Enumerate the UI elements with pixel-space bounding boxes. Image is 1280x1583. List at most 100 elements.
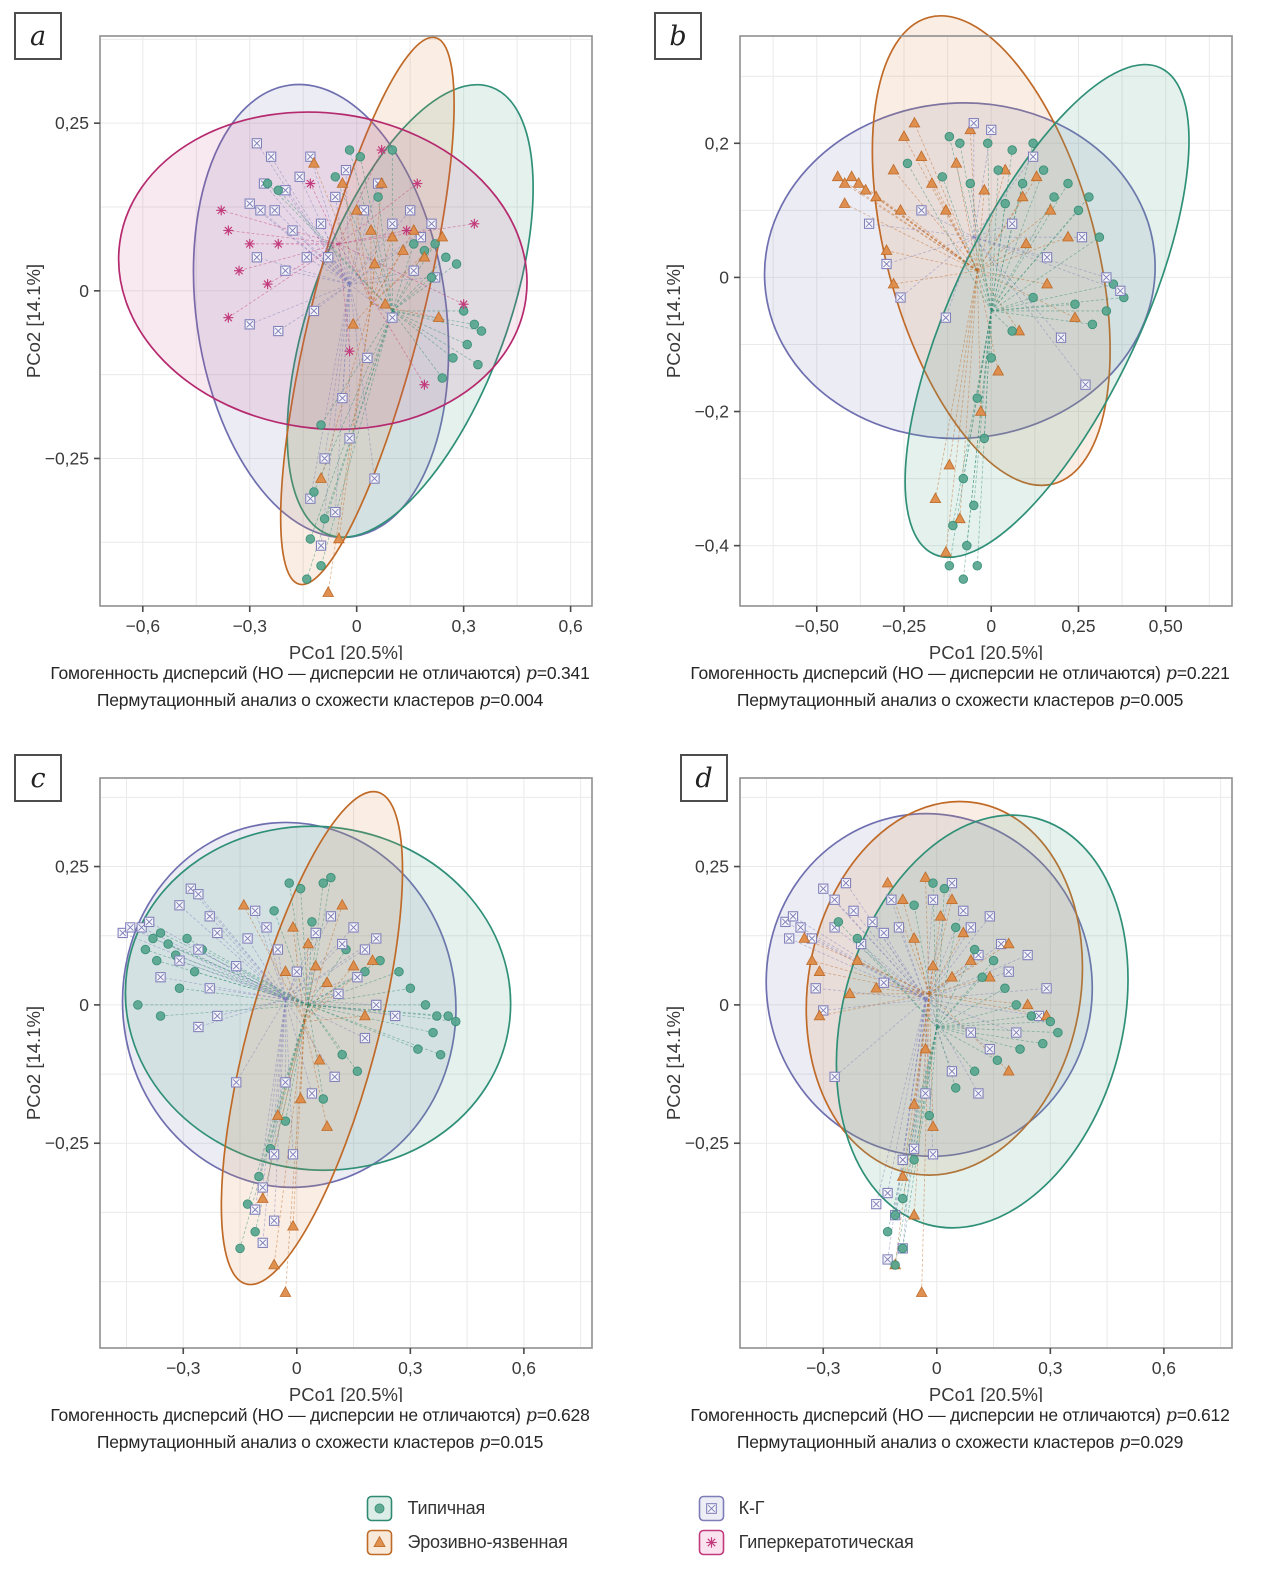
caption-permutation: Пермутационный анализ о схожести кластер…: [0, 687, 640, 714]
ellipse-hyper: [117, 111, 528, 431]
panel-a-captions: Гомогенность дисперсий (НО — дисперсии н…: [0, 660, 640, 714]
svg-text:−0,3: −0,3: [806, 1358, 841, 1378]
svg-text:−0,6: −0,6: [126, 616, 161, 636]
p-symbol: p: [1119, 1433, 1131, 1453]
points-kg: [244, 138, 441, 551]
svg-text:0: 0: [79, 995, 89, 1015]
p-value: =0.015: [490, 1432, 544, 1452]
svg-text:−0,25: −0,25: [45, 448, 89, 468]
caption-text: Гомогенность дисперсий (НО — дисперсии н…: [50, 663, 521, 683]
panel-label-b: b: [654, 12, 702, 60]
legend-item-kg: К-Г: [698, 1495, 914, 1522]
spider-lines: [122, 877, 456, 1293]
legend-item-typical: Типичная: [366, 1495, 567, 1522]
svg-text:−0,25: −0,25: [685, 1133, 729, 1153]
panel-b: b −0,50 −0,25 0 0,25 0,50 0,2 0 −0,2 −0,4 PCo1 [2…: [640, 0, 1280, 745]
legend-label: Гиперкератотическая: [738, 1532, 914, 1552]
cluster-ellipses: [117, 36, 534, 586]
axis-ticks: −0,3 0 0,3 0,6 0,25 0 −0,25: [685, 857, 1176, 1378]
axis-ticks: −0,3 0 0,3 0,6 0,25 0 −0,25: [45, 857, 536, 1378]
x-axis-title: PCo1 [20.5%]: [289, 642, 403, 660]
p-symbol: p: [1165, 1406, 1177, 1426]
svg-text:0: 0: [986, 616, 996, 636]
svg-text:−0,3: −0,3: [232, 616, 267, 636]
p-value: =0.029: [1130, 1432, 1184, 1452]
axis-ticks: −0,50 −0,25 0 0,25 0,50 0,2 0 −0,2 −0,4: [694, 133, 1183, 636]
panel-label-c: c: [14, 754, 62, 802]
svg-text:0,3: 0,3: [1038, 1358, 1062, 1378]
panel-d-captions: Гомогенность дисперсий (НО — дисперсии н…: [640, 1402, 1280, 1456]
y-axis-title: PCo2 [14.1%]: [23, 264, 44, 378]
svg-text:−0,3: −0,3: [166, 1358, 201, 1378]
svg-text:0: 0: [292, 1358, 302, 1378]
panel-label-a: a: [14, 12, 62, 60]
points-kg: [117, 883, 401, 1249]
erosive-marker-icon: [367, 1529, 393, 1556]
caption-dispersion: Гомогенность дисперсий (НО — дисперсии н…: [640, 1402, 1280, 1429]
panel-a: a −0,6 −0,3 0 0,3 0,6 0,25 0 −0,25 PCo1 [20.5%] P…: [0, 0, 640, 745]
caption-text: Пермутационный анализ о схожести кластер…: [736, 690, 1115, 710]
p-symbol: p: [525, 664, 537, 684]
ellipse-erosive: [279, 36, 455, 586]
data-points: [216, 138, 487, 597]
svg-text:0: 0: [719, 995, 729, 1015]
y-axis-title: PCo2 [14.1%]: [663, 264, 684, 378]
p-value: =0.628: [536, 1405, 590, 1425]
hyper-marker-icon: [698, 1529, 724, 1556]
panel-label-d: d: [680, 754, 728, 802]
caption-permutation: Пермутационный анализ о схожести кластер…: [640, 687, 1280, 714]
points-typical: [133, 872, 461, 1254]
axis-ticks: −0,6 −0,3 0 0,3 0,6 0,25 0 −0,25: [45, 113, 583, 636]
caption-dispersion: Гомогенность дисперсий (НО — дисперсии н…: [640, 660, 1280, 687]
p-value: =0.004: [490, 690, 544, 710]
svg-text:0,25: 0,25: [55, 857, 89, 877]
caption-text: Гомогенность дисперсий (НО — дисперсии н…: [690, 663, 1161, 683]
caption-dispersion: Гомогенность дисперсий (НО — дисперсии н…: [0, 1402, 640, 1429]
points-kg: [780, 877, 1052, 1265]
pcoa-plot-b: −0,50 −0,25 0 0,25 0,50 0,2 0 −0,2 −0,4 PCo1 [20.…: [663, 14, 1233, 660]
points-erosive: [237, 898, 379, 1297]
svg-text:−0,2: −0,2: [694, 402, 729, 422]
data-points: [117, 872, 461, 1297]
points-hyper: [216, 145, 480, 390]
svg-text:0: 0: [79, 281, 89, 301]
caption-dispersion: Гомогенность дисперсий (НО — дисперсии н…: [0, 660, 640, 687]
kg-marker-icon: [698, 1495, 724, 1522]
points-erosive: [798, 871, 1053, 1297]
ellipse-erosive: [220, 790, 404, 1286]
x-axis-title: PCo1 [20.5%]: [929, 1384, 1043, 1402]
y-axis-title: PCo2 [14.1%]: [23, 1006, 44, 1120]
svg-text:0,25: 0,25: [55, 113, 89, 133]
points-typical: [833, 878, 1063, 1270]
data-points: [831, 116, 1129, 584]
caption-permutation: Пермутационный анализ о схожести кластер…: [640, 1429, 1280, 1456]
p-value: =0.341: [536, 663, 590, 683]
legend: Типичная Эрозивно-язвенная К-Г Гиперкера…: [0, 1495, 1280, 1556]
pcoa-plot-a: −0,6 −0,3 0 0,3 0,6 0,25 0 −0,25 PCo1 [20.5%] PCo…: [23, 35, 593, 660]
caption-text: Пермутационный анализ о схожести кластер…: [96, 1432, 475, 1452]
svg-text:0: 0: [352, 616, 362, 636]
p-symbol: p: [479, 691, 491, 711]
svg-text:−0,50: −0,50: [795, 616, 840, 636]
ellipse-erosive: [871, 14, 1111, 487]
p-symbol: p: [525, 1406, 537, 1426]
p-symbol: p: [479, 1433, 491, 1453]
p-value: =0.612: [1176, 1405, 1230, 1425]
x-axis-title: PCo1 [20.5%]: [289, 1384, 403, 1402]
p-symbol: p: [1165, 664, 1177, 684]
x-axis-title: PCo1 [20.5%]: [929, 642, 1043, 660]
caption-text: Гомогенность дисперсий (НО — дисперсии н…: [50, 1405, 521, 1425]
svg-text:0,50: 0,50: [1149, 616, 1183, 636]
points-kg: [863, 118, 1126, 390]
caption-text: Гомогенность дисперсий (НО — дисперсии н…: [690, 1405, 1161, 1425]
caption-text: Пермутационный анализ о схожести кластер…: [96, 690, 475, 710]
points-typical: [902, 131, 1129, 584]
svg-text:−0,25: −0,25: [45, 1133, 89, 1153]
legend-item-erosive: Эрозивно-язвенная: [366, 1529, 568, 1556]
legend-label: Эрозивно-язвенная: [407, 1532, 568, 1552]
points-erosive: [831, 116, 1081, 557]
p-value: =0.221: [1176, 663, 1230, 683]
p-symbol: p: [1119, 691, 1131, 711]
panel-c-captions: Гомогенность дисперсий (НО — дисперсии н…: [0, 1402, 640, 1456]
